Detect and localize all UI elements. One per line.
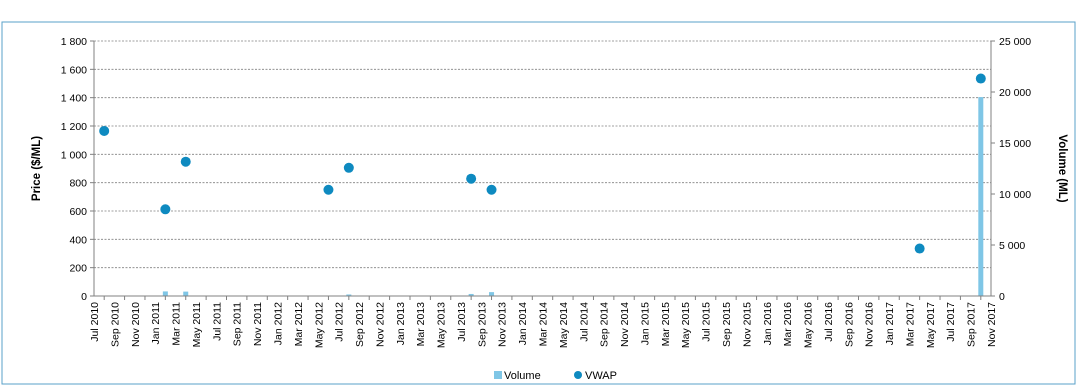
volume-bar bbox=[183, 291, 189, 296]
x-tick-label: Mar 2016 bbox=[782, 302, 794, 347]
volume-bar bbox=[346, 294, 352, 296]
right-tick-label: 15 000 bbox=[999, 138, 1031, 150]
x-tick-label: Jul 2015 bbox=[701, 302, 713, 342]
x-tick-label: Jan 2013 bbox=[395, 302, 407, 345]
x-tick-label: Jan 2012 bbox=[272, 302, 284, 345]
left-tick-label: 800 bbox=[69, 178, 87, 190]
volume-legend-swatch bbox=[494, 371, 502, 379]
left-axis-title: Price ($/ML) bbox=[31, 136, 43, 201]
volume-bars bbox=[162, 97, 984, 296]
x-tick-label: Jan 2017 bbox=[884, 302, 896, 345]
tick-labels: 0 200 400 600 800 1 000 1 200 1 400 1 600 1 800 0 5… bbox=[31, 36, 1068, 348]
x-tick-label: Sep 2013 bbox=[476, 302, 488, 347]
right-tick-label: 0 bbox=[999, 291, 1005, 303]
vwap-point bbox=[466, 173, 477, 184]
left-tick-label: 400 bbox=[69, 234, 87, 246]
vwap-point bbox=[486, 184, 497, 195]
vwap-point bbox=[160, 204, 171, 215]
x-tick-label: Jul 2012 bbox=[334, 302, 346, 342]
volume-bar bbox=[162, 291, 168, 296]
x-tick-label: May 2011 bbox=[191, 302, 203, 347]
vwap-points bbox=[99, 73, 986, 254]
x-tick-label: Jul 2010 bbox=[89, 302, 101, 342]
x-tick-label: Jul 2011 bbox=[211, 302, 223, 341]
left-tick-label: 1 000 bbox=[61, 149, 87, 161]
x-tick-label: Sep 2015 bbox=[721, 302, 733, 347]
x-tick-label: Nov 2017 bbox=[986, 302, 998, 347]
x-tick-label: Nov 2010 bbox=[130, 302, 142, 347]
x-tick-label: Mar 2014 bbox=[538, 302, 550, 347]
vwap-point bbox=[323, 184, 334, 195]
vwap-legend-label: VWAP bbox=[585, 370, 617, 382]
left-tick-label: 1 400 bbox=[61, 93, 87, 105]
right-tick-label: 25 000 bbox=[999, 36, 1031, 48]
volume-legend-label: Volume bbox=[504, 370, 541, 382]
chart-border bbox=[1, 21, 1076, 385]
vwap-legend-marker bbox=[574, 371, 582, 379]
gridlines bbox=[94, 40, 991, 269]
x-tick-label: Jan 2015 bbox=[639, 302, 651, 345]
right-axis-title: Volume (ML) bbox=[1056, 134, 1068, 202]
vwap-point bbox=[343, 162, 354, 173]
left-tick-label: 1 800 bbox=[61, 36, 87, 48]
x-tick-label: Jan 2014 bbox=[517, 302, 529, 345]
x-tick-label: May 2012 bbox=[313, 302, 325, 348]
x-tick-label: Jul 2017 bbox=[945, 302, 957, 342]
volume-bar bbox=[978, 97, 984, 296]
x-tick-label: Nov 2011 bbox=[252, 302, 264, 346]
vwap-point bbox=[99, 125, 110, 136]
vwap-point bbox=[975, 73, 986, 84]
x-tick-label: May 2015 bbox=[680, 302, 692, 348]
left-tick-label: 600 bbox=[69, 206, 87, 218]
x-tick-label: Jul 2013 bbox=[456, 302, 468, 342]
x-tick-label: Nov 2014 bbox=[619, 302, 631, 347]
x-tick-label: May 2016 bbox=[803, 302, 815, 348]
x-tick-label: Nov 2016 bbox=[864, 302, 876, 347]
left-tick-label: 200 bbox=[69, 263, 87, 275]
x-tick-label: Mar 2013 bbox=[415, 302, 427, 347]
right-tick-label: 20 000 bbox=[999, 87, 1031, 99]
right-tick-label: 5 000 bbox=[999, 240, 1025, 252]
x-tick-label: Sep 2014 bbox=[599, 302, 611, 347]
x-tick-label: May 2014 bbox=[558, 302, 570, 348]
x-tick-label: Jan 2011 bbox=[150, 302, 162, 345]
x-tick-label: Sep 2016 bbox=[843, 302, 855, 347]
right-tick-label: 10 000 bbox=[999, 189, 1031, 201]
axes bbox=[90, 40, 995, 300]
x-tick-label: Sep 2017 bbox=[966, 302, 978, 347]
x-tick-label: May 2013 bbox=[436, 302, 448, 348]
x-tick-label: Mar 2011 bbox=[171, 302, 183, 346]
volume-bar bbox=[489, 292, 495, 296]
x-tick-label: Sep 2010 bbox=[109, 302, 121, 347]
x-tick-label: Jul 2016 bbox=[823, 302, 835, 342]
x-tick-label: Sep 2011 bbox=[232, 302, 244, 346]
x-tick-label: Mar 2017 bbox=[904, 302, 916, 347]
x-tick-label: Sep 2012 bbox=[354, 302, 366, 347]
vwap-point bbox=[914, 243, 925, 254]
x-tick-label: Nov 2013 bbox=[497, 302, 509, 347]
left-tick-label: 1 200 bbox=[61, 121, 87, 133]
x-tick-label: Nov 2012 bbox=[374, 302, 386, 347]
x-tick-label: Mar 2012 bbox=[293, 302, 305, 347]
x-tick-label: Jan 2016 bbox=[762, 302, 774, 345]
vwap-point bbox=[180, 156, 191, 167]
x-tick-label: May 2017 bbox=[925, 302, 937, 348]
left-tick-label: 0 bbox=[81, 291, 87, 303]
left-tick-label: 1 600 bbox=[61, 64, 87, 76]
legend: Volume VWAP bbox=[494, 370, 617, 382]
volume-bar bbox=[468, 293, 474, 296]
x-tick-label: Mar 2015 bbox=[660, 302, 672, 347]
x-tick-label: Nov 2015 bbox=[741, 302, 753, 347]
x-tick-label: Jul 2014 bbox=[578, 302, 590, 342]
